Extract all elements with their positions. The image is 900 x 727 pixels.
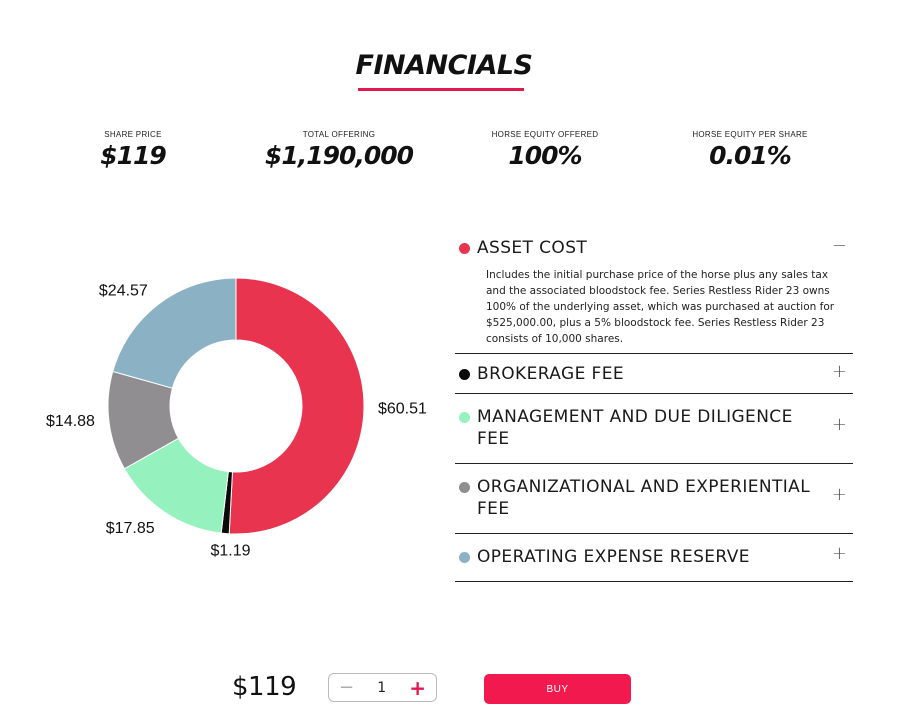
donut-data-label: $1.19 — [210, 543, 250, 560]
donut-slice-operating-expense-reserve — [112, 277, 237, 389]
donut-data-label: $24.57 — [99, 283, 148, 300]
accordion-header-organizational-fee[interactable]: ORGANIZATIONAL AND EXPERIENTIAL FEE + — [455, 464, 853, 533]
donut-data-label: $60.51 — [378, 401, 427, 418]
quantity-stepper: − 1 + — [328, 673, 437, 702]
accordion-header-operating-reserve[interactable]: OPERATING EXPENSE RESERVE + — [455, 534, 853, 581]
stat-horse-equity-per-share: HORSE EQUITY PER SHARE 0.01% — [650, 130, 850, 170]
stat-label: HORSE EQUITY PER SHARE — [692, 130, 808, 139]
expand-plus-icon[interactable]: + — [831, 543, 847, 564]
legend-dot — [459, 369, 470, 380]
legend-item-asset-cost: ASSET COST − Includes the initial purcha… — [455, 228, 853, 354]
legend-item-management-fee: MANAGEMENT AND DUE DILIGENCE FEE + — [455, 394, 853, 464]
donut-slice-asset-cost — [228, 277, 365, 535]
expand-plus-icon[interactable]: + — [831, 361, 847, 382]
page-title: FINANCIALS — [355, 50, 534, 81]
stat-value: 0.01% — [709, 141, 792, 170]
purchase-price: $119 — [232, 672, 297, 702]
quantity-value[interactable]: 1 — [377, 679, 387, 696]
increment-icon[interactable]: + — [409, 675, 426, 700]
legend-label: MANAGEMENT AND DUE DILIGENCE FEE — [477, 407, 793, 449]
donut-data-label: $14.88 — [46, 413, 95, 430]
stat-label: TOTAL OFFERING — [302, 130, 376, 139]
stat-label: HORSE EQUITY OFFERED — [491, 130, 599, 139]
legend-dot — [459, 552, 470, 563]
accordion-header-brokerage-fee[interactable]: BROKERAGE FEE + — [455, 354, 853, 393]
expand-plus-icon[interactable]: + — [831, 414, 847, 435]
asset-cost-description: Includes the initial purchase price of t… — [486, 269, 835, 345]
decrement-icon[interactable]: − — [339, 677, 355, 698]
donut-data-label: $17.85 — [106, 520, 155, 537]
legend-label: ORGANIZATIONAL AND EXPERIENTIAL FEE — [477, 477, 811, 519]
fee-breakdown-donut-chart: $60.51 $1.19 $17.85 $14.88 $24.57 — [46, 277, 427, 560]
accordion-header-management-fee[interactable]: MANAGEMENT AND DUE DILIGENCE FEE + — [455, 394, 853, 463]
stat-label: SHARE PRICE — [104, 130, 162, 139]
buy-button[interactable]: BUY — [484, 674, 631, 704]
stat-value: 100% — [508, 141, 582, 170]
expand-plus-icon[interactable]: + — [831, 484, 847, 505]
legend-dot — [459, 243, 470, 254]
stat-value: $119 — [100, 141, 167, 170]
legend-label: ASSET COST — [477, 238, 588, 258]
legend-dot — [459, 482, 470, 493]
legend-label: BROKERAGE FEE — [477, 364, 624, 384]
stat-share-price: SHARE PRICE $119 — [33, 130, 233, 170]
accordion-header-asset-cost[interactable]: ASSET COST − — [455, 228, 853, 267]
collapse-minus-icon[interactable]: − — [831, 235, 847, 256]
legend-item-operating-reserve: OPERATING EXPENSE RESERVE + — [455, 534, 853, 582]
legend-label: OPERATING EXPENSE RESERVE — [477, 547, 750, 567]
stat-total-offering: TOTAL OFFERING $1,190,000 — [239, 130, 439, 170]
legend-item-organizational-fee: ORGANIZATIONAL AND EXPERIENTIAL FEE + — [455, 464, 853, 534]
stat-value: $1,190,000 — [264, 141, 414, 170]
stat-horse-equity-offered: HORSE EQUITY OFFERED 100% — [445, 130, 645, 170]
legend-item-brokerage-fee: BROKERAGE FEE + — [455, 354, 853, 394]
legend-dot — [459, 412, 470, 423]
title-underline — [358, 88, 524, 91]
fee-breakdown-legend: ASSET COST − Includes the initial purcha… — [455, 228, 853, 582]
